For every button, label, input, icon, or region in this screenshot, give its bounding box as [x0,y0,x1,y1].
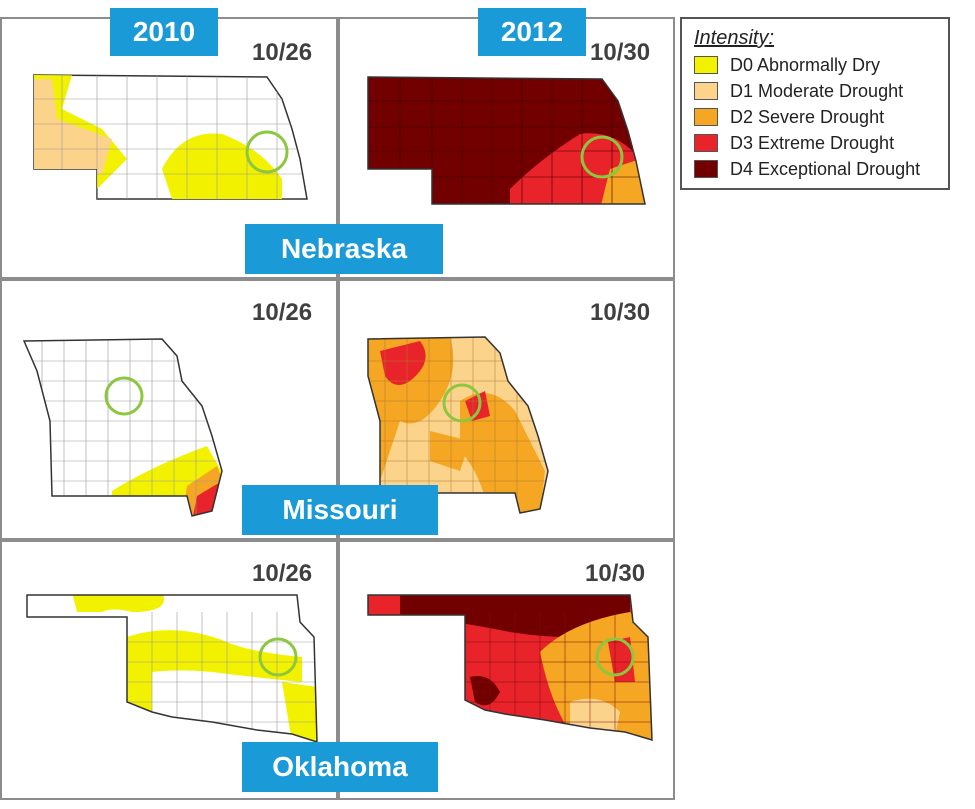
legend-item: D4 Exceptional Drought [694,156,936,182]
year-badge-2012: 2012 [478,8,586,56]
highlight-circle [104,376,144,416]
oklahoma-2012-map [367,594,653,742]
legend-label: D4 Exceptional Drought [730,158,921,179]
date-label: 10/30 [590,299,651,326]
legend-label: D2 Severe Drought [730,106,885,127]
legend-label: D0 Abnormally Dry [730,54,881,75]
highlight-circle [442,383,482,423]
nebraska-2012-map [367,76,646,205]
state-label-missouri: Missouri [242,485,438,535]
state-label-nebraska: Nebraska [245,224,443,274]
panel-nebraska-2010: 10/26 [0,17,338,279]
state-label-oklahoma: Oklahoma [242,742,438,792]
legend-label: D3 Extreme Drought [730,132,895,153]
legend-item: D2 Severe Drought [694,104,936,130]
legend-label: D1 Moderate Drought [730,80,904,101]
date-label: 10/26 [252,299,313,326]
date-label: 10/30 [590,39,651,66]
nebraska-2010-map [33,74,308,200]
legend-swatch [694,160,718,178]
intensity-legend: Intensity: D0 Abnormally Dry D1 Moderate … [680,17,950,190]
legend-item: D1 Moderate Drought [694,78,936,104]
highlight-circle [580,135,624,179]
legend-swatch [694,82,718,100]
missouri-2010-map [22,338,223,517]
legend-swatch [694,134,718,152]
highlight-circle [245,130,289,174]
legend-swatch [694,56,718,74]
highlight-circle [258,637,298,677]
map-grid: 10/26 10/30 [0,17,675,800]
missouri-2012-map [367,336,549,514]
legend-title: Intensity: [694,27,775,49]
date-label: 10/26 [252,39,313,66]
legend-item: D0 Abnormally Dry [694,52,936,78]
panel-missouri-2012: 10/30 [338,279,675,540]
year-badge-2010: 2010 [110,8,218,56]
legend-items: D0 Abnormally Dry D1 Moderate Drought D2 S… [694,52,936,182]
oklahoma-2010-map [26,594,318,744]
panel-oklahoma-2010: 10/26 [0,540,338,800]
legend-swatch [694,108,718,126]
legend-item: D3 Extreme Drought [694,130,936,156]
date-label: 10/26 [252,560,313,587]
date-label: 10/30 [585,560,646,587]
panel-oklahoma-2012: 10/30 [338,540,675,800]
highlight-circle [595,637,635,677]
